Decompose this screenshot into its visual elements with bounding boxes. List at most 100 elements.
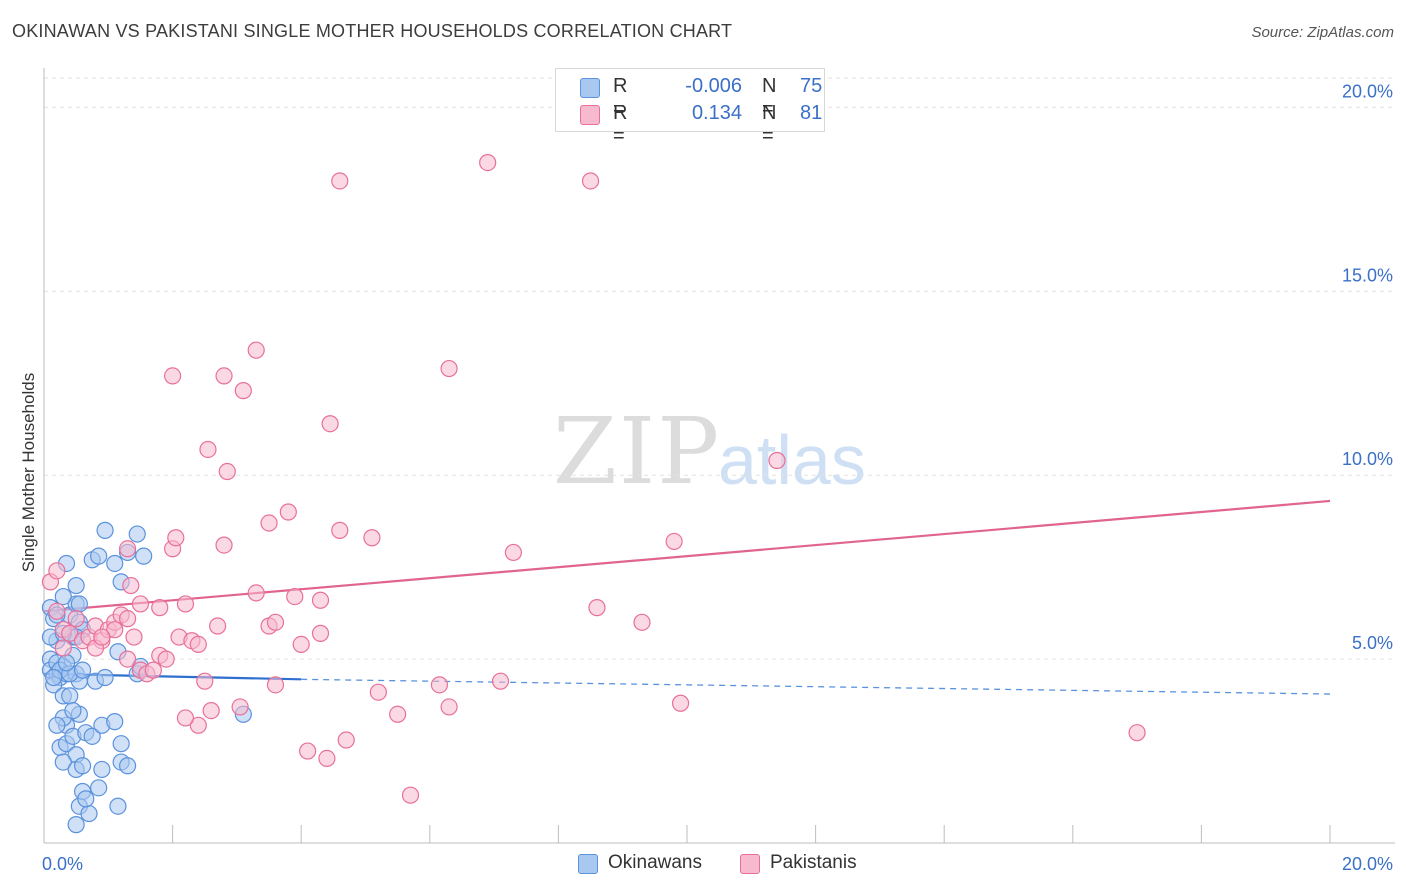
axes: [43, 68, 1395, 844]
pakistani-point: [247, 341, 265, 359]
okinawan-point: [128, 525, 146, 543]
pakistani-point: [189, 716, 207, 734]
y-tick-label: 15.0%: [1342, 265, 1393, 285]
okinawan-point: [106, 713, 124, 731]
legend-swatch-pakistanis: [740, 854, 760, 874]
pakistani-point: [93, 628, 111, 646]
axis-labels: 5.0% 10.0% 15.0% 20.0% 0.0% 20.0% Single Mothe…: [19, 81, 1393, 874]
n-label: N =: [762, 102, 777, 147]
y-tick-label: 5.0%: [1352, 633, 1393, 653]
pakistani-point: [215, 367, 233, 385]
pakistani-point: [440, 359, 458, 378]
pakistani-point: [260, 514, 278, 532]
okinawan-point: [67, 576, 85, 595]
pakistani-point: [122, 576, 140, 595]
okinawan-point: [57, 654, 76, 672]
pakistani-point: [125, 628, 143, 646]
pakistani-point: [131, 595, 150, 613]
pakistani-point: [144, 661, 162, 679]
x-tick-label: 0.0%: [42, 854, 83, 874]
pakistani-point: [479, 153, 497, 172]
pakistani-point: [331, 521, 349, 539]
pakistani-point: [331, 172, 349, 190]
pakistani-point: [176, 595, 195, 613]
okinawan-point: [73, 661, 92, 679]
pakistani-point: [363, 529, 381, 547]
r-label: R =: [613, 75, 628, 120]
pakistani-point: [401, 786, 420, 804]
trend-lines: [43, 499, 1331, 695]
pakistani-point: [768, 451, 786, 470]
pakistani-point: [266, 676, 285, 694]
okinawan-point: [73, 757, 92, 775]
pakistani-point: [665, 532, 683, 551]
legend-swatch-okinawans: [580, 78, 600, 98]
okinawan-point: [90, 547, 108, 565]
okinawan-point: [106, 554, 124, 573]
pakistani-point: [209, 617, 227, 635]
pakistani-point: [440, 698, 458, 716]
okinawan-point: [90, 779, 108, 797]
pakistani-point: [430, 676, 449, 694]
legend-swatch-pakistanis: [580, 105, 600, 125]
pakistani-point: [48, 562, 66, 580]
pakistani-point: [369, 683, 387, 701]
okinawan-point: [93, 760, 111, 779]
pakistani-point: [292, 635, 310, 653]
pakistani-trend-line: [43, 499, 1331, 613]
okinawan-point: [54, 753, 72, 771]
pakistani-point: [247, 584, 265, 602]
okinawan-point: [96, 668, 114, 687]
y-tick-label: 10.0%: [1342, 449, 1393, 469]
y-tick-label: 20.0%: [1342, 81, 1393, 101]
okinawan-point: [64, 701, 82, 720]
pakistani-point: [318, 749, 336, 768]
r-label: R =: [613, 102, 628, 147]
okinawan-point: [83, 727, 101, 745]
pakistani-point: [581, 172, 600, 190]
okinawan-point: [48, 716, 66, 734]
pakistani-point: [231, 698, 249, 716]
okinawan-point: [135, 547, 153, 565]
pakistani-point: [389, 705, 407, 723]
pakistani-point: [671, 694, 690, 712]
pakistani-point: [151, 599, 169, 617]
n-value: 81: [800, 102, 823, 124]
legend-label-okinawans: Okinawans: [608, 852, 702, 873]
okinawan-point: [54, 587, 72, 606]
correlation-legend: R = -0.006 N = 75 R = 0.134 N = 81: [555, 68, 825, 147]
y-axis-label: Single Mother Households: [19, 373, 38, 572]
okinawan-trend-extension: [301, 678, 1331, 695]
watermark-atlas: atlas: [718, 421, 866, 499]
x-tick-label: 20.0%: [1342, 854, 1393, 874]
pakistani-point: [164, 367, 182, 385]
pakistani-point: [299, 742, 317, 760]
pakistani-point: [202, 701, 220, 720]
okinawan-point: [67, 816, 85, 834]
pakistani-point: [1128, 724, 1146, 742]
pakistani-point: [118, 610, 137, 628]
pakistani-point: [215, 536, 233, 554]
pakistani-point: [311, 624, 330, 642]
data-points: [41, 153, 1146, 834]
pakistani-point: [266, 613, 285, 631]
pakistani-point: [167, 529, 185, 547]
pakistani-point: [54, 639, 72, 657]
watermark-zip: ZIP: [553, 398, 722, 505]
pakistani-point: [321, 415, 339, 433]
okinawan-point: [77, 790, 95, 808]
okinawan-point: [61, 687, 79, 705]
r-value: -0.006: [685, 75, 742, 97]
chart-title: OKINAWAN VS PAKISTANI SINGLE MOTHER HOUS…: [12, 21, 733, 41]
pakistani-point: [491, 672, 510, 690]
okinawan-point: [112, 735, 130, 753]
n-value: 75: [800, 75, 823, 97]
pakistani-point: [199, 440, 217, 459]
pakistani-point: [279, 503, 297, 521]
n-label: N =: [762, 75, 777, 120]
pakistani-point: [286, 587, 304, 606]
pakistani-point: [234, 382, 252, 400]
okinawan-point: [109, 797, 127, 815]
legend-label-pakistanis: Pakistanis: [770, 852, 857, 873]
pakistani-point: [189, 635, 207, 653]
